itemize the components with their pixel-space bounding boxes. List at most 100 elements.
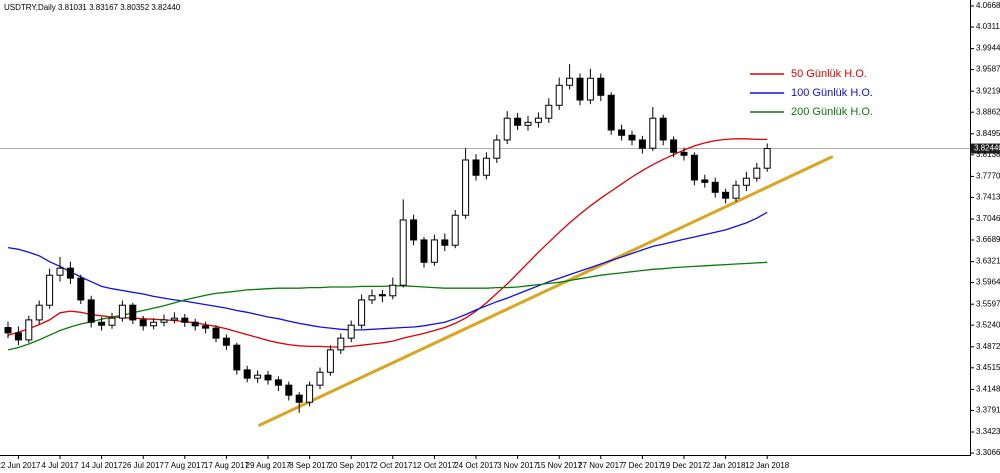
- candle-body: [711, 181, 719, 193]
- y-tick-label: 3.37910: [976, 406, 1000, 415]
- candle-body: [628, 134, 636, 141]
- candle-body: [503, 117, 511, 141]
- candle-body: [243, 369, 251, 379]
- chart-title: USDTRY,Daily 3.81031 3.83167 3.80352 3.8…: [4, 3, 181, 12]
- candle-body: [763, 148, 771, 169]
- candle-body: [701, 179, 709, 183]
- candle-body: [14, 332, 22, 341]
- x-tick-label: 27 Nov 2017: [578, 461, 624, 470]
- candle-body: [441, 239, 449, 246]
- x-tick-label: 2 Oct 2017: [373, 461, 413, 470]
- candle-body: [618, 129, 626, 136]
- y-tick-label: 3.88625: [976, 107, 1000, 116]
- x-tick-label: 26 Jul 2017: [123, 461, 165, 470]
- legend-label: 200 Günlük H.O.: [791, 106, 873, 118]
- candle-body: [462, 159, 470, 216]
- candle-body: [555, 84, 563, 106]
- candle-body: [337, 337, 345, 351]
- y-tick-label: 3.41480: [976, 385, 1000, 394]
- candle-body: [191, 321, 199, 327]
- x-tick-label: 29 Aug 2017: [246, 461, 291, 470]
- candle-body: [264, 374, 272, 381]
- legend-label: 100 Günlük H.O.: [791, 87, 873, 99]
- candle-body: [670, 139, 678, 153]
- y-tick-label: 4.06685: [976, 1, 1000, 10]
- legend-label: 50 Günlük H.O.: [791, 68, 867, 80]
- candle-body: [482, 157, 490, 176]
- x-tick-label: 7 Aug 2017: [165, 461, 206, 470]
- candle-body: [4, 327, 12, 334]
- last-price-label: 3.82440: [974, 144, 1000, 153]
- x-tick-label: 7 Dec 2017: [622, 461, 663, 470]
- y-tick-label: 3.48725: [976, 342, 1000, 351]
- candle-body: [25, 319, 33, 341]
- candle-body: [274, 379, 282, 386]
- y-tick-label: 3.63215: [976, 257, 1000, 266]
- y-tick-label: 3.74135: [976, 193, 1000, 202]
- candle-body: [680, 151, 688, 156]
- x-tick-label: 12 Jan 2018: [745, 461, 790, 470]
- candle-body: [732, 184, 740, 199]
- candle-body: [514, 117, 522, 126]
- candle-body: [420, 239, 428, 263]
- candle-body: [659, 117, 667, 141]
- y-tick-label: 3.84950: [976, 129, 1000, 138]
- candle-body: [597, 77, 605, 96]
- candle-body: [118, 304, 126, 319]
- candle-body: [170, 317, 178, 321]
- candle-body: [722, 191, 730, 199]
- candle-body: [566, 77, 574, 86]
- x-tick-label: 8 Sep 2017: [289, 461, 330, 470]
- x-tick-label: 15 Nov 2017: [537, 461, 583, 470]
- candle-body: [108, 317, 116, 326]
- x-tick-label: 19 Dec 2017: [661, 461, 707, 470]
- x-tick-label: 14 Jul 2017: [81, 461, 123, 470]
- candle-body: [295, 394, 303, 403]
- y-tick-label: 3.92195: [976, 86, 1000, 95]
- y-tick-label: 3.34235: [976, 427, 1000, 436]
- candle-body: [368, 295, 376, 301]
- y-tick-label: 4.03115: [976, 22, 1000, 31]
- candle-body: [87, 299, 95, 323]
- plot-area: [0, 64, 970, 427]
- candle-body: [254, 374, 262, 379]
- candle-body: [430, 239, 438, 263]
- candle-body: [690, 154, 698, 181]
- y-tick-label: 3.59645: [976, 278, 1000, 287]
- x-tick-label: 17 Aug 2017: [204, 461, 249, 470]
- y-tick-label: 3.66890: [976, 235, 1000, 244]
- candle-body: [160, 319, 168, 323]
- y-tick-label: 3.99440: [976, 44, 1000, 53]
- candle-body: [212, 327, 220, 339]
- candle-body: [202, 325, 210, 329]
- candle-body: [545, 104, 553, 119]
- y-tick-label: 3.70460: [976, 214, 1000, 223]
- candle-body: [347, 324, 355, 339]
- y-tick-label: 3.77705: [976, 172, 1000, 181]
- candle-body: [35, 304, 43, 321]
- candle-body: [586, 77, 594, 101]
- candle-body: [742, 177, 750, 186]
- candle-body: [451, 214, 459, 246]
- candle-body: [410, 219, 418, 241]
- last-price-box: [971, 143, 1000, 154]
- x-tick-label: 22 Jun 2017: [0, 461, 41, 470]
- candle-body: [181, 317, 189, 323]
- candle-body: [139, 319, 147, 327]
- candle-body: [534, 117, 542, 123]
- y-tick-label: 3.52400: [976, 320, 1000, 329]
- candle-body: [66, 267, 74, 279]
- candle-body: [753, 167, 761, 179]
- candle-body: [378, 294, 386, 297]
- y-tick-label: 3.30665: [976, 448, 1000, 457]
- candle-body: [56, 267, 64, 276]
- candle-body: [607, 94, 615, 131]
- y-tick-label: 3.81380: [976, 150, 1000, 159]
- y-tick-label: 3.45155: [976, 363, 1000, 372]
- candle-body: [222, 337, 230, 346]
- y-tick-label: 3.55970: [976, 299, 1000, 308]
- candle-body: [576, 77, 584, 101]
